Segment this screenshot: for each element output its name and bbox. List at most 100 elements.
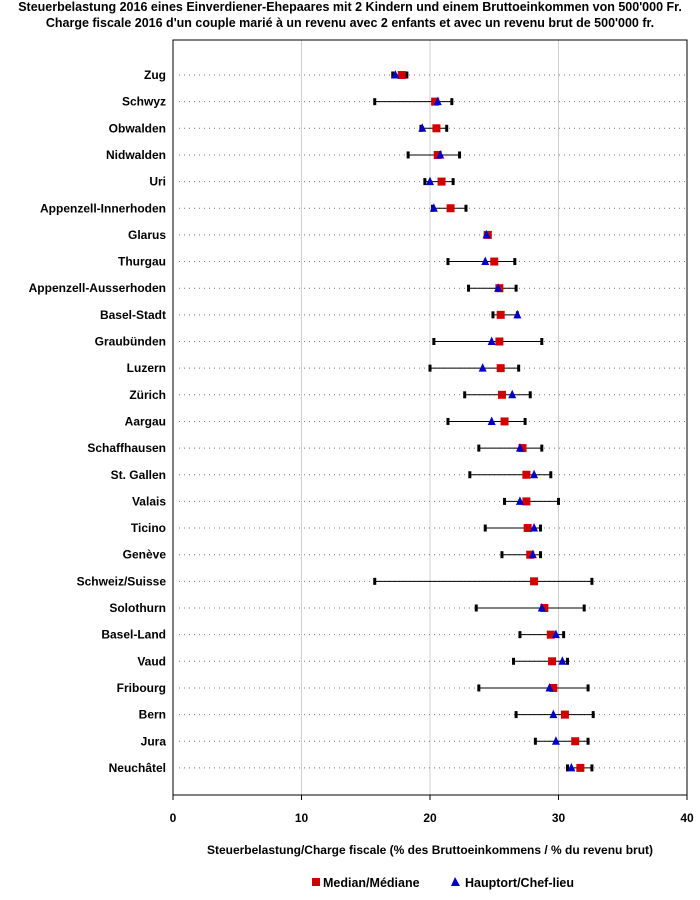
capital-marker <box>530 523 539 532</box>
legend-median-label: Median/Médiane <box>323 876 420 890</box>
row-ticino: Ticino <box>131 521 543 535</box>
median-marker <box>490 257 499 266</box>
category-label: Schweiz/Suisse <box>77 574 167 588</box>
median-marker <box>496 364 505 373</box>
median-marker <box>540 604 549 612</box>
range-max-cap <box>565 657 569 665</box>
legend: Median/Médiane Hauptort/Chef-lieu <box>312 876 574 890</box>
range-min-cap <box>503 497 507 505</box>
median-marker <box>497 390 506 399</box>
x-axis-label: Steuerbelastung/Charge fiscale (% des Br… <box>207 843 653 857</box>
category-label: Genève <box>123 548 167 562</box>
capital-marker <box>515 443 524 452</box>
range-min-cap <box>533 737 537 745</box>
range-max-cap <box>523 417 527 425</box>
range-max-cap <box>539 524 543 532</box>
category-label: Schwyz <box>122 95 166 109</box>
median-marker <box>546 630 555 639</box>
median-marker <box>530 577 539 586</box>
capital-marker <box>487 416 496 425</box>
capital-marker <box>545 682 554 692</box>
row-gen-ve: Genève <box>123 548 543 562</box>
median-marker <box>495 337 504 346</box>
row-schwyz: Schwyz <box>122 95 454 109</box>
chart-title-french: Charge fiscale 2016 d'un couple marié à … <box>45 16 655 30</box>
data-rows: Zug Schwyz Obwalden Nidwalden Uri Appenzell-I… <box>29 68 595 775</box>
range-min-cap <box>477 444 481 452</box>
row-uri: Uri <box>149 175 455 189</box>
row-fribourg: Fribourg <box>117 681 590 695</box>
median-marker <box>576 763 585 772</box>
range-max-cap <box>450 98 454 106</box>
range-max-cap <box>540 338 544 345</box>
range-max-cap <box>458 151 462 159</box>
range-min-cap <box>477 684 481 692</box>
category-label: Basel-Stadt <box>100 308 166 322</box>
median-marker <box>571 737 580 746</box>
range-max-cap <box>513 258 517 266</box>
median-marker <box>397 71 406 79</box>
range-max-cap <box>582 604 586 612</box>
range-min-cap <box>373 98 377 106</box>
capital-marker <box>528 549 537 559</box>
category-label: Fribourg <box>117 681 166 695</box>
row-glarus: Glarus <box>128 228 492 242</box>
capital-marker <box>551 736 560 745</box>
category-label: Luzern <box>127 361 166 375</box>
dotted-guides <box>179 74 685 769</box>
x-tick-label-10: 10 <box>295 811 309 825</box>
row-valais: Valais <box>132 494 560 508</box>
row-neuch-tel: Neuchâtel <box>109 761 594 775</box>
category-label: Vaud <box>137 654 166 668</box>
capital-marker <box>436 149 445 159</box>
range-min-cap <box>428 364 432 372</box>
row-appenzell-ausserhoden: Appenzell-Ausserhoden <box>29 281 518 295</box>
median-marker <box>432 124 441 133</box>
range-max-cap <box>586 737 590 745</box>
capital-marker <box>418 123 427 132</box>
chart-title-german: Steuerbelastung 2016 eines Einverdiener-… <box>18 0 682 14</box>
row-basel-stadt: Basel-Stadt <box>100 308 522 322</box>
row-appenzell-innerhoden: Appenzell-Innerhoden <box>40 201 468 215</box>
median-marker <box>437 177 446 186</box>
median-marker <box>549 683 558 692</box>
median-marker <box>433 150 442 159</box>
row-bern: Bern <box>139 708 595 722</box>
range-min-cap <box>467 284 471 292</box>
median-marker <box>496 310 505 319</box>
row-zug: Zug <box>144 68 409 82</box>
median-marker <box>500 417 509 426</box>
range-min-cap <box>463 391 467 399</box>
row-luzern: Luzern <box>127 361 521 375</box>
range-min-cap <box>373 577 377 585</box>
range-max-cap <box>586 684 590 692</box>
range-min-cap <box>518 631 522 639</box>
range-min-cap <box>500 551 504 559</box>
row-schaffhausen: Schaffhausen <box>87 441 544 455</box>
grid-layer <box>301 40 559 795</box>
range-max-cap <box>464 204 468 212</box>
category-label: Neuchâtel <box>109 761 166 775</box>
range-max-cap <box>445 124 449 132</box>
range-min-cap <box>446 258 450 266</box>
range-max-cap <box>557 497 560 505</box>
capital-marker <box>515 496 524 505</box>
capital-marker <box>551 629 560 639</box>
range-min-cap <box>468 471 472 479</box>
category-label: Thurgau <box>118 255 166 269</box>
legend-capital-label: Hauptort/Chef-lieu <box>465 876 574 890</box>
capital-marker <box>391 70 400 79</box>
capital-marker <box>537 603 546 612</box>
x-tick-label-0: 0 <box>170 811 177 825</box>
capital-marker <box>478 363 487 372</box>
range-max-cap <box>591 711 595 719</box>
row-graub-nden: Graubünden <box>95 335 544 349</box>
category-label: Zug <box>144 68 166 82</box>
category-label: St. Gallen <box>111 468 166 482</box>
row-z-rich: Zürich <box>129 388 532 402</box>
x-tick-label-30: 30 <box>552 811 566 825</box>
median-marker <box>548 657 557 666</box>
row-st-gallen: St. Gallen <box>111 468 553 482</box>
range-min-cap <box>491 311 495 319</box>
median-marker <box>522 497 531 506</box>
